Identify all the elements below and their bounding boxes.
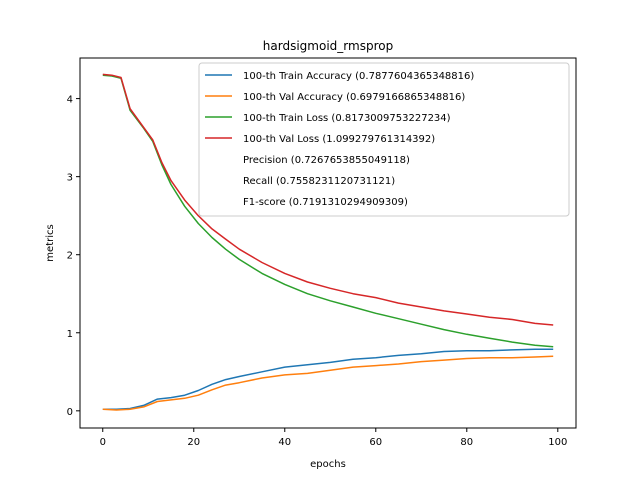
y-tick-label: 4 <box>67 95 73 106</box>
series-line-3 <box>102 73 554 326</box>
y-tick-label: 1 <box>67 329 73 340</box>
legend-extra-2: F1-score (0.7191310294909309) <box>243 197 408 208</box>
x-tick-label: 20 <box>187 437 200 448</box>
legend-entry-2: 100-th Train Loss (0.8173009753227234) <box>243 113 451 124</box>
series-layer <box>102 73 554 411</box>
legend-entry-3: 100-th Val Loss (1.099279761314392) <box>243 134 435 145</box>
legend-entry-1: 100-th Val Accuracy (0.6979166865348816) <box>243 92 465 103</box>
axes-layer: 0 20 40 60 80 100 0 1 2 3 4 <box>67 57 577 448</box>
legend-entry-0: 100-th Train Accuracy (0.787760436534881… <box>243 71 474 82</box>
series-line-0 <box>102 348 554 411</box>
legend-extra-1: Recall (0.7558231120731121) <box>243 176 395 187</box>
y-tick-label: 2 <box>67 251 73 262</box>
y-axis-label: metrics <box>45 224 56 261</box>
x-tick-label: 40 <box>278 437 291 448</box>
plot-frame <box>79 57 577 429</box>
legend-box <box>198 62 570 217</box>
series-line-1 <box>102 355 554 411</box>
x-tick-label: 0 <box>100 437 106 448</box>
chart-title: hardsigmoid_rmsprop <box>263 39 393 53</box>
x-tick-label: 100 <box>548 437 567 448</box>
y-tick-label: 3 <box>67 173 73 184</box>
legend-extra-0: Precision (0.7267653855049118) <box>243 155 410 166</box>
legend: 100-th Train Accuracy (0.787760436534881… <box>198 62 570 217</box>
x-tick-label: 80 <box>460 437 473 448</box>
x-tick-label: 60 <box>369 437 382 448</box>
y-tick-label: 0 <box>67 407 73 418</box>
x-axis-label: epochs <box>310 459 346 470</box>
